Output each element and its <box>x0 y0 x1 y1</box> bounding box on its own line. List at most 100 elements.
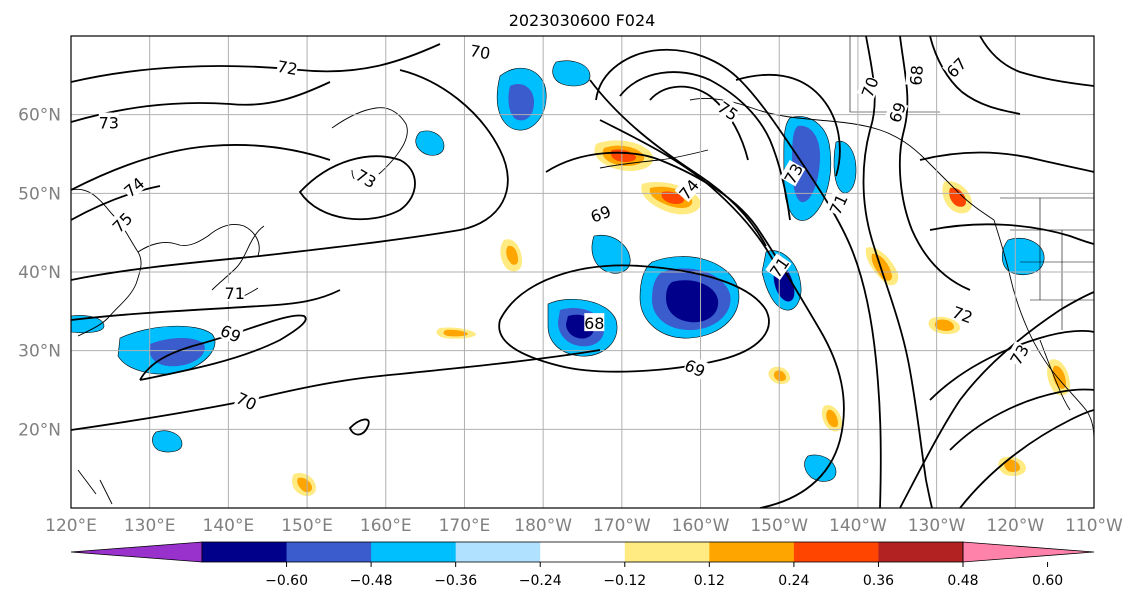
contour-label-text: 73 <box>99 114 119 133</box>
contour-line <box>71 69 509 281</box>
contour-line <box>898 36 971 291</box>
colorbar-tick-label: −0.36 <box>434 573 477 589</box>
latitude-ticks: 20°N 30°N 40°N 50°N 60°N <box>18 106 61 441</box>
colorbar-bin <box>878 542 964 562</box>
contour-line <box>71 289 341 321</box>
colorbar-bin <box>793 542 879 562</box>
contour-label-bg <box>950 301 976 326</box>
colorbar-extend-min <box>70 541 203 563</box>
negative-anomaly-area <box>666 280 719 323</box>
contour-line <box>959 409 1094 508</box>
lon-tick-label: 160°E <box>360 516 412 536</box>
positive-anomaly-area <box>934 319 954 331</box>
lon-tick-label: 130°W <box>908 516 966 536</box>
contour-line <box>595 48 882 508</box>
contour-label: 68 <box>905 64 927 86</box>
border-states <box>1010 198 1094 330</box>
contour-line <box>71 349 601 431</box>
longitude-ticks: 120°E 130°E 140°E 150°E 160°E 170°E 180°W 170°W… <box>45 516 1123 536</box>
colorbar-bin <box>371 542 457 562</box>
lat-tick-label: 40°N <box>18 263 61 283</box>
contour-line <box>348 418 370 436</box>
contour-label-bg <box>234 387 260 413</box>
contour-line <box>71 185 161 221</box>
colorbar-bin <box>286 542 372 562</box>
contour-line <box>919 151 1094 173</box>
contour-line <box>498 264 770 373</box>
contour-label-bg <box>276 55 299 78</box>
positive-anomaly-area <box>443 329 468 337</box>
positive-anomaly-area <box>1004 459 1020 472</box>
negative-anomaly-area <box>792 125 820 203</box>
contour-label-text: 71 <box>225 284 245 303</box>
contour-label-bg <box>942 53 970 81</box>
negative-anomaly-area <box>591 234 631 274</box>
lon-tick-label: 110°W <box>1065 516 1123 536</box>
colorbar-tick-label: −0.48 <box>350 573 393 589</box>
contour-label-bg <box>218 320 245 345</box>
positive-anomaly-area <box>871 253 892 281</box>
positive-anomaly-area <box>661 191 684 204</box>
contour-label: 73 <box>99 112 119 133</box>
contour-label-text: 70 <box>468 41 491 63</box>
political-borders <box>849 36 1094 330</box>
contour-label-text: 72 <box>276 57 299 79</box>
contour-label-text: 68 <box>906 64 927 86</box>
contour-line <box>862 36 933 508</box>
colorbar-bin <box>455 542 541 562</box>
colorbar-tick-label: 0.24 <box>778 573 809 589</box>
contour-label-text: 68 <box>584 314 604 333</box>
contour-label-bg <box>905 64 925 86</box>
negative-anomaly-area <box>804 454 837 482</box>
lon-tick-label: 120°E <box>45 516 97 536</box>
contour-label: 71 <box>225 283 245 303</box>
contour-line <box>899 291 1094 508</box>
coastline-philippines <box>77 469 113 505</box>
contour-label-bg <box>1005 340 1032 368</box>
positive-anomaly-area <box>773 370 786 382</box>
colorbar: −0.60 −0.48 −0.36 −0.24 −0.12 0.12 0.24 0.36 0.4… <box>70 541 1095 589</box>
contour-label-bg <box>884 99 909 125</box>
positive-anomaly-area <box>949 187 966 207</box>
contour-line <box>589 79 767 247</box>
contour-line <box>949 388 1094 451</box>
colorbar-bin <box>540 542 626 562</box>
contour-label-bg <box>468 40 492 62</box>
colorbar-tick-label: 0.48 <box>947 573 978 589</box>
contour-line <box>979 36 1094 87</box>
contour-label-bg <box>682 354 709 380</box>
contour-line <box>71 144 331 191</box>
contour-label-bg <box>587 200 613 225</box>
contour-line <box>929 330 1094 401</box>
lon-tick-label: 170°W <box>593 516 651 536</box>
contour-label: 70 <box>468 40 492 63</box>
contour-line <box>649 85 749 161</box>
negative-anomaly-area <box>552 60 591 87</box>
contour-line <box>298 155 416 221</box>
colorbar-bins <box>70 541 1095 563</box>
contour-label-bg <box>824 191 850 217</box>
lon-tick-label: 170°E <box>439 516 491 536</box>
colorbar-bin <box>709 542 795 562</box>
contour-label-bg <box>224 283 245 302</box>
height-contours <box>71 36 1094 508</box>
contour-label-bg <box>856 74 881 100</box>
colorbar-tick-label: −0.12 <box>603 573 646 589</box>
contour-label-bg <box>674 175 702 203</box>
contour-line <box>929 223 1094 245</box>
colorbar-tick-label: 0.12 <box>694 573 725 589</box>
contour-line <box>71 81 331 123</box>
negative-anomaly-area <box>508 83 534 121</box>
lat-tick-label: 30°N <box>18 342 61 362</box>
contour-label-bg <box>119 172 147 200</box>
colorbar-bin <box>624 542 710 562</box>
colorbar-tick-label: −0.60 <box>265 573 308 589</box>
contour-label-bg <box>353 164 380 191</box>
contour-label-bg <box>765 253 792 281</box>
lon-tick-label: 130°E <box>124 516 176 536</box>
positive-anomaly-area <box>826 409 838 428</box>
coastline-baja <box>1039 339 1071 411</box>
colorbar-tick-label: 0.60 <box>1032 573 1063 589</box>
map-frame <box>70 35 1095 509</box>
